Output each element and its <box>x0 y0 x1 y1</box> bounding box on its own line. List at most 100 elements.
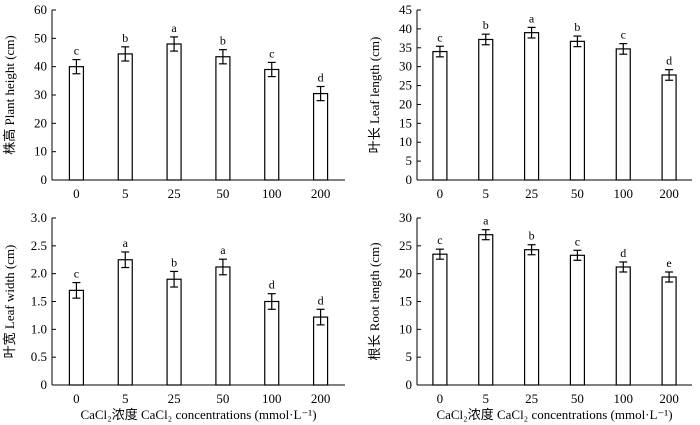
y-tick-label: 15 <box>399 294 412 309</box>
bar-100 <box>264 68 280 181</box>
x-tick-label: 5 <box>483 391 490 406</box>
x-axis-label: CaCl₂浓度 CaCl₂ concentrations (mmol·L⁻¹) <box>436 407 672 422</box>
y-tick-label: 30 <box>399 210 412 225</box>
y-tick-label: 1.5 <box>31 294 47 309</box>
significance-letter: c <box>621 28 626 42</box>
y-tick-label: 45 <box>399 2 412 17</box>
bar-25 <box>166 43 182 181</box>
y-tick-label: 30 <box>399 59 412 74</box>
y-tick-label: 0 <box>406 377 413 392</box>
x-tick-label: 5 <box>483 186 490 201</box>
significance-letter: b <box>171 255 177 269</box>
significance-letter: b <box>220 34 226 48</box>
y-tick-label: 5 <box>406 349 413 364</box>
x-tick-label: 200 <box>659 186 679 201</box>
y-tick-label: 20 <box>399 96 412 111</box>
significance-letter: e <box>666 256 671 270</box>
significance-letter: c <box>575 234 580 248</box>
significance-letter: b <box>483 18 489 32</box>
bar-200 <box>312 316 329 386</box>
y-axis-label: 叶长 Leaf length (cm) <box>367 37 382 154</box>
y-tick-label: 50 <box>34 30 47 45</box>
bar-5 <box>117 53 133 181</box>
bar-50 <box>569 254 586 386</box>
y-tick-label: 40 <box>34 59 47 74</box>
bar-50 <box>215 56 231 181</box>
x-axis-label-cn: CaCl₂浓度 <box>436 407 497 422</box>
bar-5 <box>117 259 133 386</box>
x-tick-label: 100 <box>614 186 634 201</box>
x-axis-label-en: CaCl₂ concentrations (mmol·L⁻¹) <box>497 407 673 422</box>
bar-200 <box>312 92 329 181</box>
bar-25 <box>166 278 182 386</box>
x-tick-label: 200 <box>659 391 679 406</box>
x-tick-label: 200 <box>311 186 331 201</box>
y-tick-label: 5 <box>406 153 413 168</box>
x-tick-label: 200 <box>311 391 331 406</box>
chart-panel-4: 0 5 10 15 20 25 30 根长 Root length (cm) c 0 a 5 b 25 c 5… <box>367 210 692 422</box>
y-tick-label: 0 <box>41 377 48 392</box>
x-axis-label-en: CaCl₂ concentrations (mmol·L⁻¹) <box>141 407 317 422</box>
y-axis-label: 叶宽 Leaf width (cm) <box>2 245 17 359</box>
bar-0 <box>68 289 85 386</box>
y-tick-label: 60 <box>34 2 47 17</box>
y-tick-label: 25 <box>399 78 412 93</box>
significance-letter: a <box>529 11 535 25</box>
x-tick-label: 0 <box>73 186 80 201</box>
x-tick-label: 5 <box>122 186 129 201</box>
x-tick-label: 50 <box>216 391 229 406</box>
significance-letter: d <box>620 246 626 260</box>
significance-letter: a <box>171 21 177 35</box>
significance-letter: a <box>123 236 129 250</box>
y-tick-label: 0 <box>406 172 413 187</box>
x-tick-label: 100 <box>262 391 282 406</box>
y-tick-label: 1.0 <box>31 321 47 336</box>
significance-letter: c <box>437 30 442 44</box>
bar-100 <box>615 266 631 386</box>
y-tick-label: 15 <box>399 115 412 130</box>
x-tick-label: 50 <box>571 186 584 201</box>
y-tick-label: 30 <box>34 87 47 102</box>
bar-200 <box>661 74 677 181</box>
x-tick-label: 25 <box>525 186 538 201</box>
x-tick-label: 5 <box>122 391 129 406</box>
significance-letter: d <box>269 278 275 292</box>
y-tick-label: 20 <box>34 115 47 130</box>
y-axis-label: 根长 Root length (cm) <box>367 242 382 360</box>
x-axis-label-cn: CaCl₂浓度 <box>80 407 141 422</box>
x-tick-label: 25 <box>525 391 538 406</box>
y-axis-label: 株高 Plant height (cm) <box>2 35 17 155</box>
bar-50 <box>569 40 586 181</box>
x-tick-label: 25 <box>168 391 181 406</box>
significance-letter: a <box>220 243 226 257</box>
significance-letter: d <box>318 293 324 307</box>
x-tick-label: 100 <box>614 391 634 406</box>
y-tick-label: 20 <box>399 266 412 281</box>
significance-letter: b <box>529 229 535 243</box>
significance-letter: a <box>483 214 489 228</box>
chart-panel-1: 0 10 20 30 40 50 60 株高 Plant height (cm) c 0 b 5 a 25… <box>2 2 345 201</box>
bar-0 <box>432 50 448 181</box>
bar-25 <box>523 32 540 181</box>
bar-100 <box>264 300 280 386</box>
x-tick-label: 25 <box>168 186 181 201</box>
x-tick-label: 0 <box>437 186 444 201</box>
y-tick-label: 2.5 <box>31 238 47 253</box>
x-axis-label: CaCl₂浓度 CaCl₂ concentrations (mmol·L⁻¹) <box>80 407 316 422</box>
bar-5 <box>478 234 494 386</box>
significance-letter: c <box>269 46 274 60</box>
x-tick-label: 0 <box>437 391 444 406</box>
significance-letter: b <box>122 31 128 45</box>
bar-0 <box>432 253 448 386</box>
y-tick-label: 40 <box>399 21 412 36</box>
significance-letter: c <box>437 233 442 247</box>
significance-letter: d <box>318 71 324 85</box>
significance-letter: c <box>74 44 79 58</box>
bar-200 <box>661 276 677 386</box>
y-tick-label: 10 <box>34 144 47 159</box>
x-tick-label: 0 <box>73 391 80 406</box>
bar-25 <box>523 249 540 386</box>
y-tick-label: 35 <box>399 40 412 55</box>
significance-letter: b <box>574 20 580 34</box>
